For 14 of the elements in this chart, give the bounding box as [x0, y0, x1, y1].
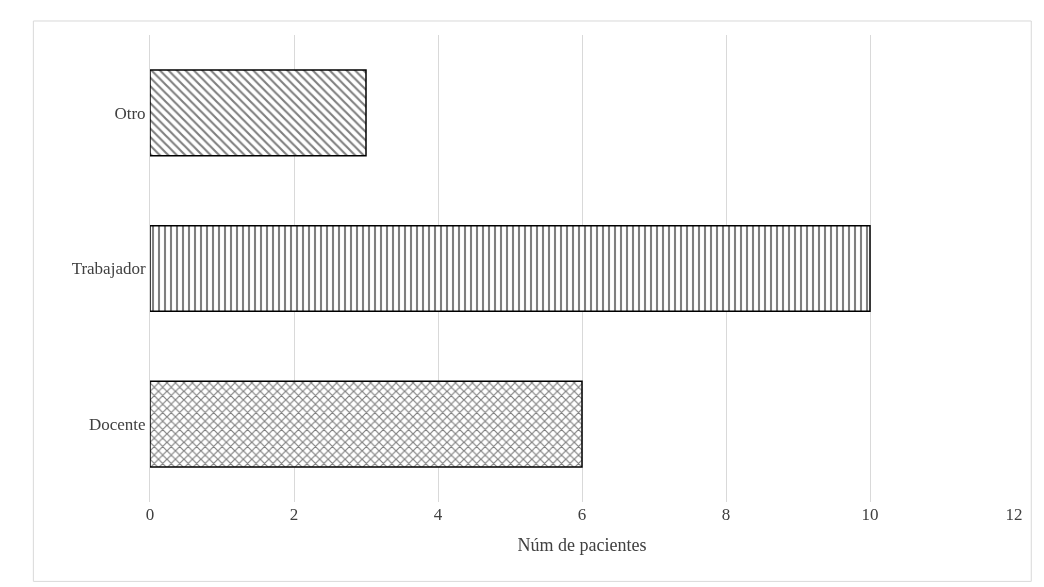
x-tick-label: 6 [577, 505, 587, 524]
bar [150, 224, 871, 313]
x-tick-label: 0 [145, 505, 155, 524]
bar [150, 69, 367, 157]
y-tick-label: Docente [88, 415, 146, 435]
x-tick-label: 10 [861, 505, 879, 524]
x-tick-label: 4 [433, 505, 443, 524]
x-tick-label: 2 [289, 505, 299, 524]
x-tick-label: 8 [721, 505, 731, 524]
x-tick-label: 12 [1005, 505, 1023, 524]
bar [150, 380, 583, 468]
y-tick-label: Otro [114, 103, 146, 123]
x-axis-title: Núm de pacientes [517, 535, 647, 556]
y-tick-label: Trabajador [71, 259, 146, 279]
